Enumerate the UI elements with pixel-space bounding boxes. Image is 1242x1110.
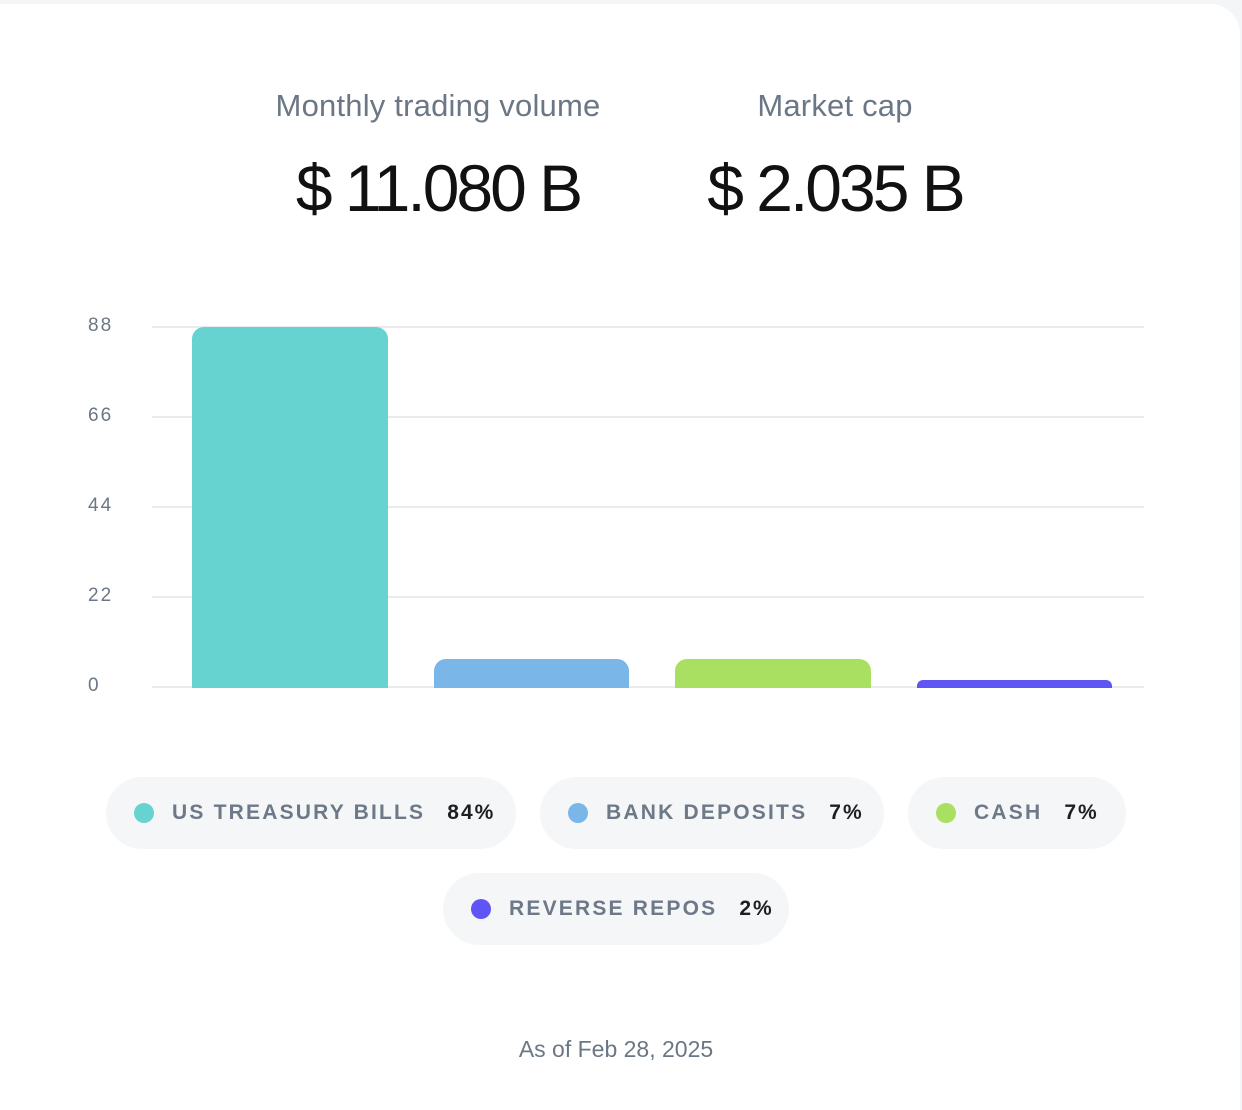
legend-percent: 7% (1064, 801, 1099, 824)
monthly-volume-stat: Monthly trading volume $ 11.080 B (240, 88, 636, 226)
bar-bank-deposits[interactable] (434, 659, 629, 688)
y-tick: 44 (88, 495, 114, 516)
market-cap-label: Market cap (757, 88, 913, 123)
bar-reverse-repos[interactable] (917, 679, 1112, 688)
monthly-volume-value: $ 11.080 B (295, 151, 583, 225)
legend-percent: 84% (447, 801, 496, 824)
gridline (152, 416, 1144, 418)
legend-label: CASH (974, 801, 1043, 824)
bar-chart: 88 66 44 22 0 (88, 315, 1144, 696)
legend-percent: 2% (739, 897, 774, 920)
circle-dot-icon (568, 803, 588, 823)
legend-label: REVERSE REPOS (509, 897, 718, 920)
gridline (152, 596, 1144, 598)
market-cap-value: $ 2.035 B (707, 151, 966, 225)
legend-percent: 7% (829, 801, 864, 824)
bar-us-treasury-bills[interactable] (192, 327, 388, 688)
gridline (152, 326, 1144, 328)
legend-item-us-treasury-bills[interactable]: US TREASURY BILLS 84% (106, 777, 516, 849)
monthly-volume-label: Monthly trading volume (275, 88, 601, 123)
bar-cash[interactable] (675, 659, 871, 688)
gridline (152, 506, 1144, 508)
legend-item-reverse-repos[interactable]: REVERSE REPOS 2% (443, 873, 789, 945)
y-tick: 66 (88, 405, 114, 426)
gridline (152, 686, 1144, 688)
circle-dot-icon (936, 803, 956, 823)
circle-dot-icon (471, 899, 491, 919)
market-cap-stat: Market cap $ 2.035 B (680, 88, 990, 226)
as-of-date: As of Feb 28, 2025 (518, 1036, 714, 1062)
y-tick: 0 (88, 675, 101, 696)
legend-label: US TREASURY BILLS (172, 801, 426, 824)
legend-item-cash[interactable]: CASH 7% (908, 777, 1126, 849)
legend-label: BANK DEPOSITS (606, 801, 808, 824)
y-tick: 88 (88, 315, 114, 336)
y-tick: 22 (88, 585, 114, 606)
legend-item-bank-deposits[interactable]: BANK DEPOSITS 7% (540, 777, 884, 849)
circle-dot-icon (134, 803, 154, 823)
